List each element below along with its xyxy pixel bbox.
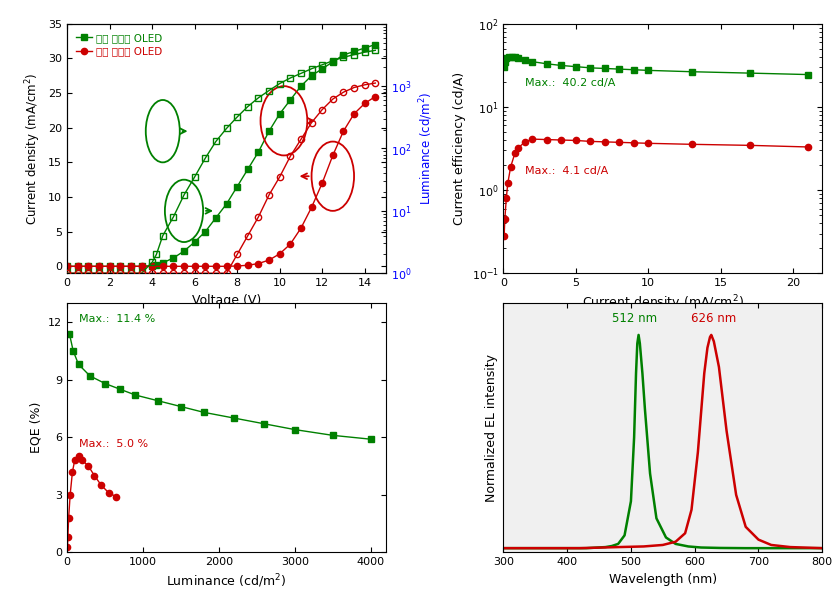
X-axis label: Wavelength (nm): Wavelength (nm): [609, 573, 717, 586]
X-axis label: Voltage (V): Voltage (V): [192, 293, 261, 307]
Text: Max.:  40.2 cd/A: Max.: 40.2 cd/A: [525, 78, 616, 88]
Text: 626 nm: 626 nm: [691, 312, 737, 325]
Legend: 녹색 섬유형 OLED, 적색 섬유형 OLED: 녹색 섬유형 OLED, 적색 섬유형 OLED: [72, 29, 167, 61]
Text: Max.:  4.1 cd/A: Max.: 4.1 cd/A: [525, 166, 608, 176]
X-axis label: Luminance (cd/m$^2$): Luminance (cd/m$^2$): [166, 573, 287, 590]
Text: 512 nm: 512 nm: [612, 312, 657, 325]
Y-axis label: Normalized EL intensity: Normalized EL intensity: [485, 353, 498, 502]
Y-axis label: Luminance (cd/m$^2$): Luminance (cd/m$^2$): [417, 92, 435, 205]
Y-axis label: Current density (mA/cm$^2$): Current density (mA/cm$^2$): [23, 72, 43, 225]
Y-axis label: Current efficiency (cd/A): Current efficiency (cd/A): [453, 72, 466, 225]
X-axis label: Current density (mA/cm$^2$): Current density (mA/cm$^2$): [581, 293, 744, 313]
Y-axis label: EQE (%): EQE (%): [29, 402, 43, 453]
Text: Max.:  11.4 %: Max.: 11.4 %: [79, 314, 154, 324]
Text: Max.:  5.0 %: Max.: 5.0 %: [79, 439, 148, 449]
